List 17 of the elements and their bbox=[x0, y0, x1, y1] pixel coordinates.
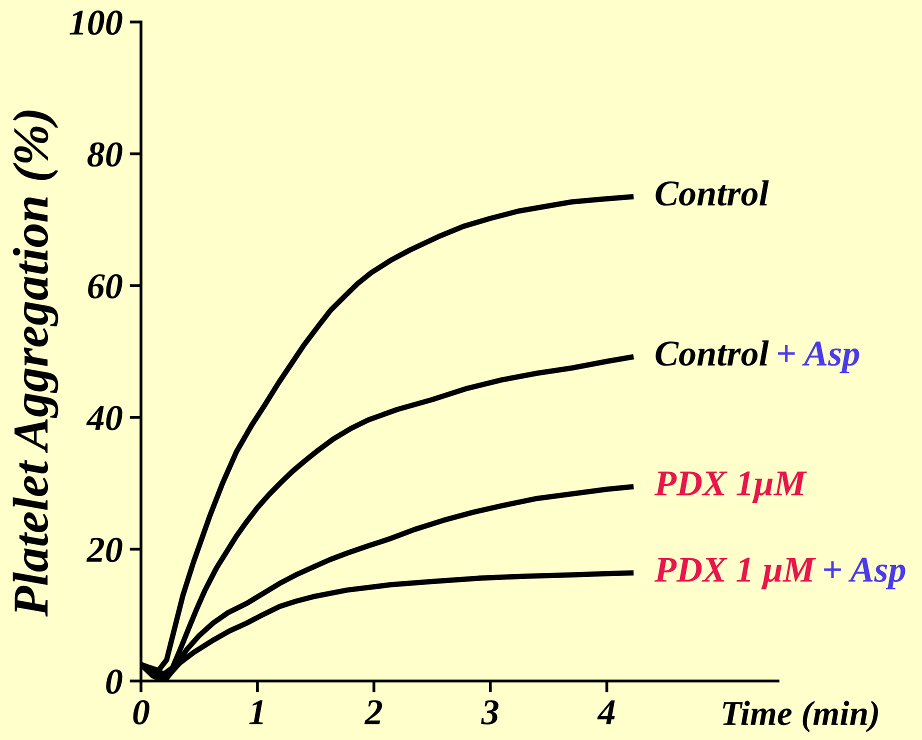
y-tick-label: 80 bbox=[87, 142, 122, 167]
y-tick-label: 60 bbox=[88, 274, 122, 298]
y-tick-label: 20 bbox=[86, 538, 122, 562]
series-label: PDX 1μM bbox=[654, 471, 807, 503]
y-tick-label: 100 bbox=[70, 10, 122, 35]
x-axis-title: Time (min) bbox=[722, 700, 878, 732]
series-label: Control bbox=[656, 180, 769, 206]
x-tick-label: 3 bbox=[481, 700, 498, 724]
series-label: Control + Asp bbox=[656, 340, 860, 374]
x-tick-label: 2 bbox=[364, 700, 382, 724]
x-tick-label: 1 bbox=[249, 700, 263, 724]
y-tick-label: 0 bbox=[106, 670, 122, 694]
series-label: PDX 1 μM + Asp bbox=[654, 558, 906, 590]
y-tick-label: 40 bbox=[86, 406, 122, 430]
x-tick-label: 4 bbox=[597, 700, 615, 724]
x-tick-label: 0 bbox=[133, 700, 150, 724]
y-axis-title: Platelet Aggregation (%) bbox=[12, 110, 58, 617]
